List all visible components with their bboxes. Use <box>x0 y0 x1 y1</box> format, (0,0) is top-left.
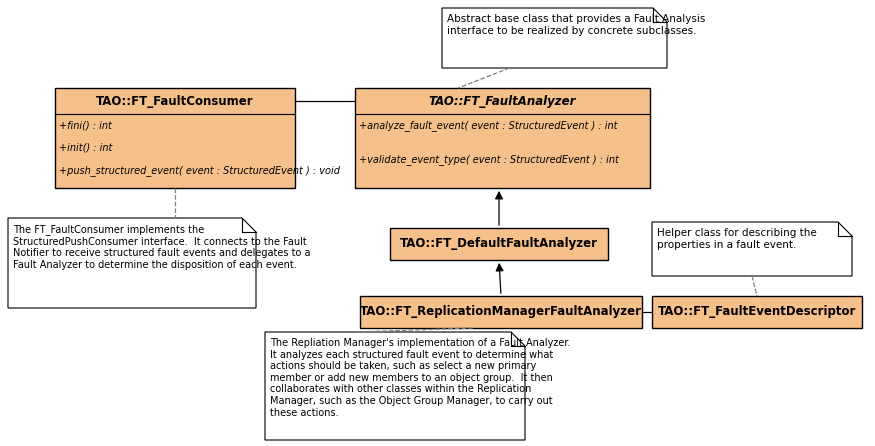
Text: +analyze_fault_event( event : StructuredEvent ) : int: +analyze_fault_event( event : Structured… <box>359 120 618 131</box>
Bar <box>55 88 295 188</box>
Bar <box>355 88 650 188</box>
Text: Helper class for describing the
properties in a fault event.: Helper class for describing the properti… <box>657 228 816 250</box>
Text: TAO::FT_FaultAnalyzer: TAO::FT_FaultAnalyzer <box>429 95 577 107</box>
Text: TAO::FT_FaultConsumer: TAO::FT_FaultConsumer <box>96 95 254 107</box>
Text: +init() : int: +init() : int <box>59 143 112 153</box>
Bar <box>390 228 608 260</box>
Text: The Repliation Manager's implementation of a Fault Analyzer.
It analyzes each st: The Repliation Manager's implementation … <box>270 338 570 417</box>
Bar <box>652 296 862 328</box>
Bar <box>360 296 642 328</box>
Polygon shape <box>442 8 667 68</box>
Text: TAO::FT_FaultEventDescriptor: TAO::FT_FaultEventDescriptor <box>658 306 856 318</box>
Text: +validate_event_type( event : StructuredEvent ) : int: +validate_event_type( event : Structured… <box>359 154 619 165</box>
Polygon shape <box>8 218 256 308</box>
Text: +push_structured_event( event : StructuredEvent ) : void: +push_structured_event( event : Structur… <box>59 165 340 176</box>
Text: The FT_FaultConsumer implements the
StructuredPushConsumer interface.  It connec: The FT_FaultConsumer implements the Stru… <box>13 224 311 270</box>
Text: Abstract base class that provides a Fault Analysis
interface to be realized by c: Abstract base class that provides a Faul… <box>447 14 705 36</box>
Text: +fini() : int: +fini() : int <box>59 120 112 130</box>
Polygon shape <box>265 332 525 440</box>
Text: TAO::FT_ReplicationManagerFaultAnalyzer: TAO::FT_ReplicationManagerFaultAnalyzer <box>360 306 642 318</box>
Polygon shape <box>652 222 852 276</box>
Text: TAO::FT_DefaultFaultAnalyzer: TAO::FT_DefaultFaultAnalyzer <box>400 238 598 251</box>
